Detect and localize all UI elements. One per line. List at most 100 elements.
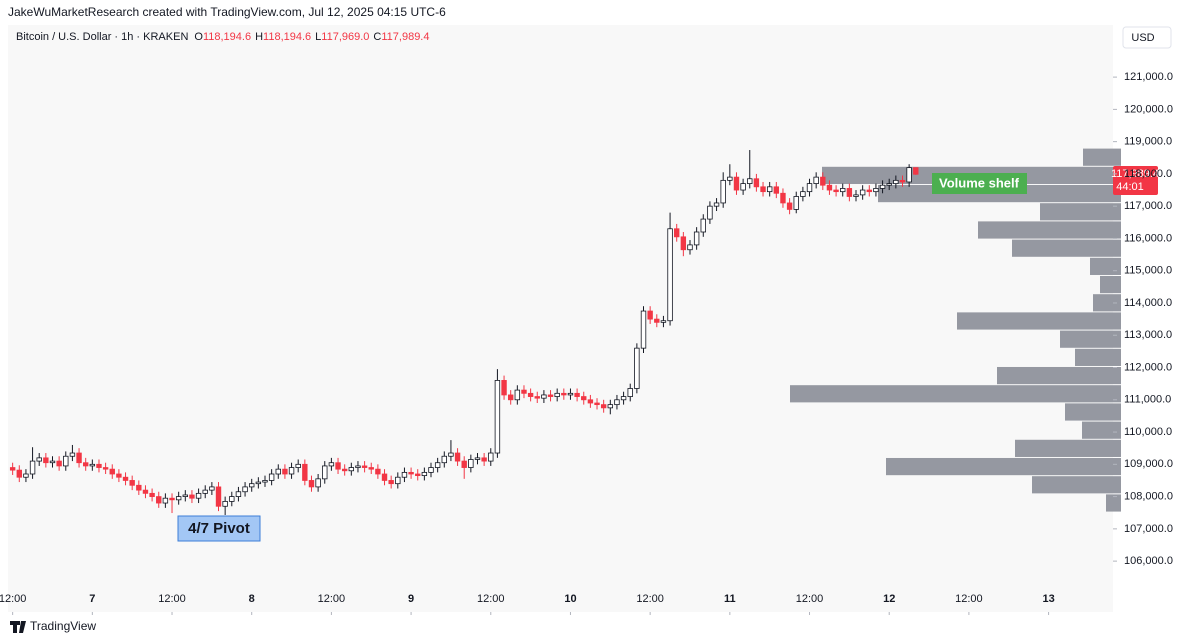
candle-body bbox=[893, 179, 899, 184]
candle-body bbox=[102, 467, 109, 470]
candle-body bbox=[262, 480, 268, 483]
x-tick-label: 12:00 bbox=[158, 593, 186, 605]
candle-body bbox=[667, 228, 673, 322]
candle-body bbox=[23, 473, 29, 478]
candle-body bbox=[481, 457, 487, 462]
candle-body bbox=[302, 463, 308, 481]
volume-profile-bar bbox=[1075, 348, 1121, 366]
candle-body bbox=[63, 455, 69, 467]
candle-body bbox=[687, 244, 693, 251]
candle-body bbox=[574, 392, 580, 397]
candle-body bbox=[76, 452, 82, 464]
candle-body bbox=[567, 392, 574, 396]
y-tick-label: 108,000.0 bbox=[1124, 490, 1173, 502]
ohlc-value: 117,969.0 bbox=[321, 31, 369, 43]
candle-body bbox=[282, 468, 288, 475]
candle-body bbox=[773, 186, 780, 194]
candle-body bbox=[766, 186, 773, 193]
candle-body bbox=[361, 465, 368, 468]
candle-body bbox=[488, 452, 494, 462]
candle-body bbox=[501, 380, 507, 396]
candle-body bbox=[428, 467, 434, 473]
candle-body bbox=[846, 188, 853, 197]
candle-body bbox=[800, 191, 806, 197]
ohlc-key: L bbox=[315, 31, 321, 43]
candle-body bbox=[375, 468, 381, 475]
candle-body bbox=[581, 396, 587, 401]
candle-body bbox=[156, 496, 162, 504]
candle-body bbox=[202, 489, 208, 494]
candle-body bbox=[634, 347, 640, 389]
candle-body bbox=[680, 236, 687, 251]
header: JakeWuMarketResearch created with Tradin… bbox=[8, 5, 446, 19]
volume-profile-bar bbox=[1065, 403, 1121, 421]
candle-body bbox=[820, 176, 826, 186]
y-tick-label: 117,000.0 bbox=[1124, 200, 1172, 212]
candle-body bbox=[700, 218, 706, 233]
volume-profile-bar bbox=[997, 366, 1121, 385]
volume-profile-bar bbox=[957, 312, 1121, 330]
candle-body bbox=[421, 471, 428, 477]
y-tick-label: 114,000.0 bbox=[1124, 297, 1172, 309]
candle-body bbox=[879, 184, 886, 189]
candle-body bbox=[335, 462, 341, 470]
candle-body bbox=[235, 491, 242, 497]
x-tick-label: 12:00 bbox=[955, 593, 983, 605]
candle-body bbox=[122, 476, 129, 481]
ohlc-key: C bbox=[373, 31, 381, 43]
candle-body bbox=[129, 480, 135, 486]
y-tick-label: 112,000.0 bbox=[1124, 361, 1172, 373]
volume-profile-bar bbox=[1106, 494, 1121, 512]
candle-body bbox=[494, 380, 501, 454]
x-tick-label: 12:00 bbox=[636, 593, 664, 605]
candle-body bbox=[136, 484, 142, 491]
volume-profile-bar bbox=[1060, 330, 1121, 348]
candle-body bbox=[660, 320, 667, 323]
candle-body bbox=[813, 176, 819, 184]
candle-body bbox=[674, 228, 680, 238]
candle-body bbox=[441, 455, 447, 464]
candle-body bbox=[175, 496, 182, 501]
candle-body bbox=[527, 392, 534, 397]
volume-shelf-box bbox=[932, 173, 1027, 194]
candle-body bbox=[833, 189, 839, 193]
candle-body bbox=[109, 468, 115, 475]
candle-body bbox=[16, 469, 22, 478]
x-tick-label: 11 bbox=[724, 593, 736, 605]
y-tick-label: 110,000.0 bbox=[1124, 426, 1172, 438]
candle-body bbox=[866, 189, 872, 193]
candle-body bbox=[468, 459, 474, 468]
candle-body bbox=[169, 497, 175, 501]
pivot-box bbox=[177, 515, 261, 542]
candle-body bbox=[43, 457, 49, 464]
ohlc-value: 117,989.4 bbox=[381, 31, 429, 43]
candle-body bbox=[713, 202, 720, 207]
ohlc-value: 118,194.6 bbox=[203, 31, 251, 43]
candle-body bbox=[89, 463, 96, 467]
ohlc-value: 118,194.6 bbox=[263, 31, 311, 43]
footer: TradingView bbox=[30, 619, 96, 633]
candle-body bbox=[315, 478, 321, 488]
candle-body bbox=[215, 486, 222, 507]
candle-body bbox=[9, 467, 16, 471]
candle-body bbox=[873, 188, 879, 193]
candle-body bbox=[640, 310, 647, 349]
currency-box bbox=[1122, 26, 1172, 49]
last-price: 117,989.4 bbox=[1111, 168, 1159, 180]
candle-body bbox=[189, 494, 195, 499]
candle-body bbox=[760, 186, 766, 193]
x-tick-label: 12:00 bbox=[318, 593, 346, 605]
candle-body bbox=[149, 492, 155, 497]
candle-body bbox=[341, 468, 348, 472]
x-tick-label: 7 bbox=[89, 593, 95, 605]
logo bbox=[10, 621, 26, 633]
candle-body bbox=[249, 483, 255, 488]
candle-body bbox=[607, 404, 614, 409]
candle-body bbox=[806, 183, 813, 193]
candle-body bbox=[56, 460, 62, 467]
candle-body bbox=[594, 402, 600, 406]
volume-profile-bar bbox=[1090, 257, 1121, 275]
candle-body bbox=[614, 399, 620, 406]
candle-body bbox=[753, 178, 760, 188]
ohlc-key: H bbox=[255, 31, 263, 43]
